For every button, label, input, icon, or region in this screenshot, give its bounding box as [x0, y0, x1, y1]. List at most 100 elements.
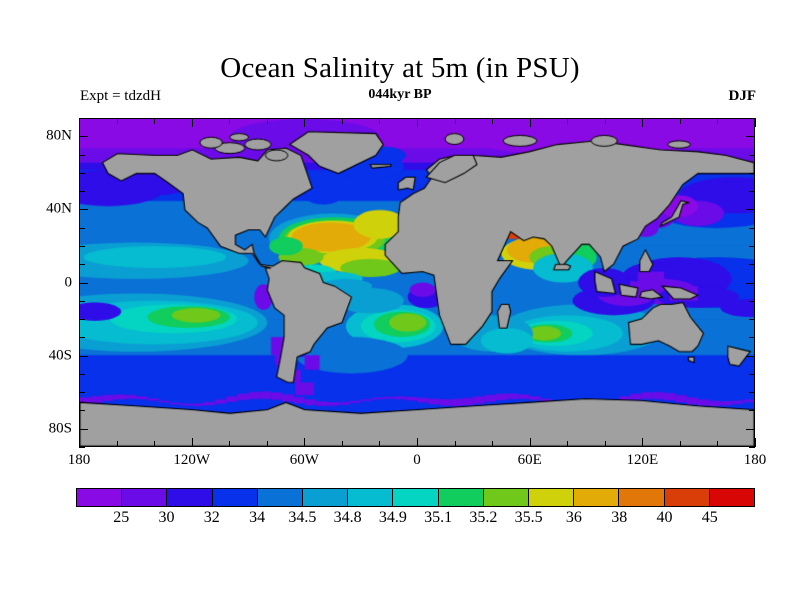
- colorbar-tick-label: 45: [701, 509, 718, 526]
- y-axis-tick-right: [749, 191, 755, 193]
- x-axis-tick-top: [266, 118, 268, 124]
- x-axis-tick-top: [79, 118, 80, 127]
- colorbar-swatch-5: [303, 489, 349, 506]
- colorbar-swatch-4: [257, 489, 304, 506]
- x-axis-tick: [266, 441, 268, 447]
- colorbar: [76, 488, 755, 507]
- x-axis-tick-top: [679, 118, 681, 124]
- y-axis-tick: [79, 136, 88, 138]
- colorbar-swatch-1: [122, 489, 168, 506]
- x-axis-tick-top: [529, 118, 531, 127]
- x-axis-tick: [154, 441, 156, 447]
- figure-title: Ocean Salinity at 5m (in PSU): [220, 52, 580, 84]
- colorbar-tick-label: 25: [113, 509, 130, 526]
- colorbar-tick-label: 36: [565, 509, 582, 526]
- colorbar-swatch-12: [619, 489, 665, 506]
- colorbar-tick-label: 35.2: [469, 509, 498, 526]
- colorbar-swatch-3: [212, 489, 258, 506]
- y-axis-tick: [79, 264, 85, 266]
- x-axis-tick: [529, 438, 531, 447]
- y-axis-tick-right: [746, 428, 755, 430]
- y-axis-tick: [79, 373, 85, 375]
- x-axis-label: 180: [67, 452, 91, 468]
- y-axis-tick: [79, 154, 85, 156]
- x-axis-tick-top: [492, 118, 494, 124]
- y-axis-tick: [79, 355, 88, 357]
- y-axis-tick: [79, 282, 88, 284]
- y-axis-tick: [79, 337, 85, 339]
- y-axis-tick: [79, 319, 85, 321]
- y-axis-tick: [79, 209, 88, 211]
- colorbar-tick-label: 35.5: [514, 509, 543, 526]
- x-axis-tick: [755, 438, 756, 447]
- x-axis-tick: [642, 438, 644, 447]
- colorbar-swatch-0: [77, 489, 123, 506]
- colorbar-swatch-11: [574, 489, 620, 506]
- x-axis-tick-top: [417, 118, 418, 127]
- y-axis-tick-right: [749, 118, 755, 119]
- colorbar-tick-label: 34.9: [378, 509, 407, 526]
- x-axis-label: 120E: [626, 452, 659, 468]
- y-axis-tick-right: [749, 447, 755, 448]
- y-axis-tick-right: [749, 319, 755, 321]
- x-axis-tick-top: [116, 118, 118, 124]
- y-axis-label: 40N: [46, 200, 72, 217]
- y-axis-tick-right: [746, 209, 755, 211]
- y-axis-tick-right: [749, 154, 755, 156]
- x-axis-tick-top: [191, 118, 193, 127]
- x-axis-label: 60W: [289, 452, 319, 468]
- x-axis-tick-top: [454, 118, 456, 124]
- y-axis-tick-right: [749, 227, 755, 229]
- x-axis-tick: [379, 441, 381, 447]
- x-axis-tick: [229, 441, 231, 447]
- colorbar-swatch-6: [348, 489, 394, 506]
- y-axis-tick-right: [746, 282, 755, 284]
- x-axis-tick: [492, 441, 494, 447]
- x-axis-tick: [717, 441, 719, 447]
- colorbar-swatch-14: [709, 489, 755, 506]
- x-axis-tick: [341, 441, 343, 447]
- x-axis-tick: [567, 441, 569, 447]
- y-axis-tick: [79, 428, 88, 430]
- colorbar-tick-label: 35.1: [424, 509, 453, 526]
- x-axis-tick: [417, 438, 418, 447]
- x-axis-tick-top: [154, 118, 156, 124]
- x-axis-tick: [79, 438, 80, 447]
- colorbar-tick-label: 34.8: [333, 509, 362, 526]
- y-axis-tick-right: [749, 172, 755, 174]
- figure-subtitle: 044kyr BP: [368, 87, 432, 102]
- y-axis-tick: [79, 410, 85, 412]
- y-axis-tick: [79, 300, 85, 302]
- y-axis-tick-right: [749, 264, 755, 266]
- salinity-heatmap: [80, 119, 754, 446]
- x-axis-label: 120W: [173, 452, 210, 468]
- y-axis-tick-right: [746, 136, 755, 138]
- x-axis-tick: [304, 438, 306, 447]
- x-axis-label: 0: [413, 452, 421, 468]
- season-label: DJF: [728, 88, 757, 104]
- x-axis-tick-top: [567, 118, 569, 124]
- colorbar-swatch-10: [529, 489, 575, 506]
- x-axis-tick: [116, 441, 118, 447]
- colorbar-tick-label: 34: [249, 509, 266, 526]
- x-axis-tick-top: [341, 118, 343, 124]
- x-axis-tick-top: [229, 118, 231, 124]
- y-axis-tick-right: [746, 355, 755, 357]
- y-axis-label: 0: [64, 274, 73, 290]
- y-axis-tick: [79, 172, 85, 174]
- colorbar-tick-label: 34.5: [288, 509, 317, 526]
- x-axis-tick: [604, 441, 606, 447]
- colorbar-swatch-13: [664, 489, 710, 506]
- y-axis-tick: [79, 118, 85, 119]
- y-axis-tick-right: [749, 410, 755, 412]
- x-axis-tick: [191, 438, 193, 447]
- colorbar-swatch-2: [167, 489, 213, 506]
- y-axis-tick-right: [749, 337, 755, 339]
- y-axis-tick: [79, 447, 85, 448]
- x-axis-tick-top: [717, 118, 719, 124]
- colorbar-tick-label: 32: [203, 509, 220, 526]
- y-axis-label: 80N: [46, 127, 72, 144]
- y-axis-tick-right: [749, 392, 755, 394]
- y-axis-tick: [79, 227, 85, 229]
